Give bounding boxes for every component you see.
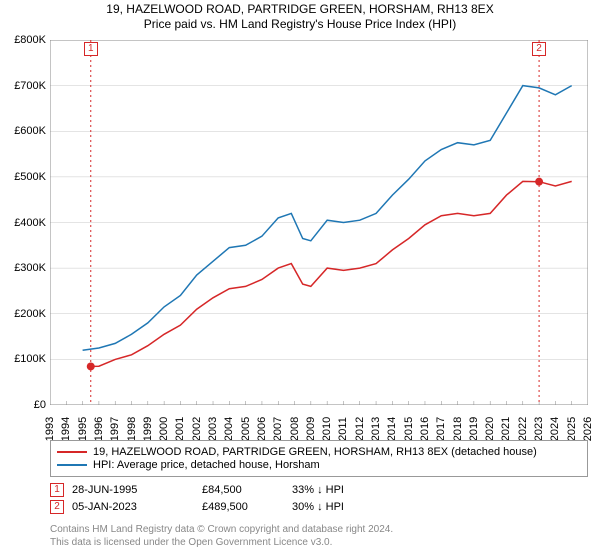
x-axis-label: 2015 [403,417,415,441]
x-axis-label: 1998 [126,417,138,441]
x-axis-label: 2019 [468,417,480,441]
event-table: 1 28-JUN-1995£84,50033% ↓ HPI 2 05-JAN-2023… [50,480,588,517]
attribution-text: Contains HM Land Registry data © Crown c… [50,524,588,549]
x-axis-label: 2014 [386,417,398,441]
attribution-line2: This data is licensed under the Open Gov… [50,537,588,550]
x-axis-label: 2020 [484,417,496,441]
event-marker: 1 [84,42,98,56]
x-axis-label: 2008 [289,417,301,441]
x-axis-label: 2024 [549,417,561,441]
x-axis-label: 2000 [158,417,170,441]
event-price: £84,500 [202,484,292,496]
x-axis-label: 1999 [142,417,154,441]
y-axis-label: £700K [0,80,46,92]
event-price: £489,500 [202,501,292,513]
x-axis-label: 2018 [452,417,464,441]
x-axis-label: 2006 [256,417,268,441]
x-axis-label: 2010 [321,417,333,441]
title-subtitle: Price paid vs. HM Land Registry's House … [0,17,600,31]
y-axis-label: £0 [0,399,46,411]
y-axis-label: £300K [0,262,46,274]
x-axis-label: 2005 [240,417,252,441]
x-axis-label: 2013 [370,417,382,441]
x-axis-label: 1994 [60,417,72,441]
x-axis-label: 2017 [435,417,447,441]
y-axis-label: £500K [0,171,46,183]
line-chart [50,40,588,405]
x-axis-label: 2004 [223,417,235,441]
legend-item: 19, HAZELWOOD ROAD, PARTRIDGE GREEN, HOR… [57,446,581,458]
chart-plot-area: £0£100K£200K£300K£400K£500K£600K£700K£80… [50,40,588,405]
legend-label: HPI: Average price, detached house, Hors… [93,459,320,471]
x-axis-label: 2026 [582,417,594,441]
attribution-line1: Contains HM Land Registry data © Crown c… [50,524,588,537]
x-axis-label: 1995 [77,417,89,441]
x-axis-label: 2012 [354,417,366,441]
event-date: 28-JUN-1995 [72,484,202,496]
y-axis-label: £100K [0,353,46,365]
event-row: 1 28-JUN-1995£84,50033% ↓ HPI [50,483,588,497]
title-address: 19, HAZELWOOD ROAD, PARTRIDGE GREEN, HOR… [0,2,600,16]
legend-swatch [57,451,87,453]
event-marker: 2 [532,42,546,56]
x-axis-label: 2009 [305,417,317,441]
x-axis-label: 1993 [44,417,56,441]
event-delta: 30% ↓ HPI [292,501,392,513]
x-axis-label: 2007 [272,417,284,441]
x-axis-label: 2025 [566,417,578,441]
x-axis-label: 1996 [93,417,105,441]
x-axis-label: 2016 [419,417,431,441]
y-axis-label: £200K [0,308,46,320]
x-axis-label: 2023 [533,417,545,441]
y-axis-label: £800K [0,34,46,46]
event-row: 2 05-JAN-2023£489,50030% ↓ HPI [50,500,588,514]
x-axis-label: 1997 [109,417,121,441]
x-axis-label: 2021 [500,417,512,441]
chart-legend: 19, HAZELWOOD ROAD, PARTRIDGE GREEN, HOR… [50,440,588,477]
event-marker: 1 [50,483,64,497]
legend-label: 19, HAZELWOOD ROAD, PARTRIDGE GREEN, HOR… [93,446,537,458]
x-axis-label: 2002 [191,417,203,441]
event-date: 05-JAN-2023 [72,501,202,513]
x-axis-label: 2003 [207,417,219,441]
event-delta: 33% ↓ HPI [292,484,392,496]
x-axis-label: 2001 [174,417,186,441]
legend-swatch [57,464,87,466]
y-axis-label: £400K [0,217,46,229]
legend-item: HPI: Average price, detached house, Hors… [57,459,581,471]
x-axis-label: 2011 [337,417,349,441]
y-axis-label: £600K [0,125,46,137]
x-axis-label: 2022 [517,417,529,441]
event-marker: 2 [50,500,64,514]
